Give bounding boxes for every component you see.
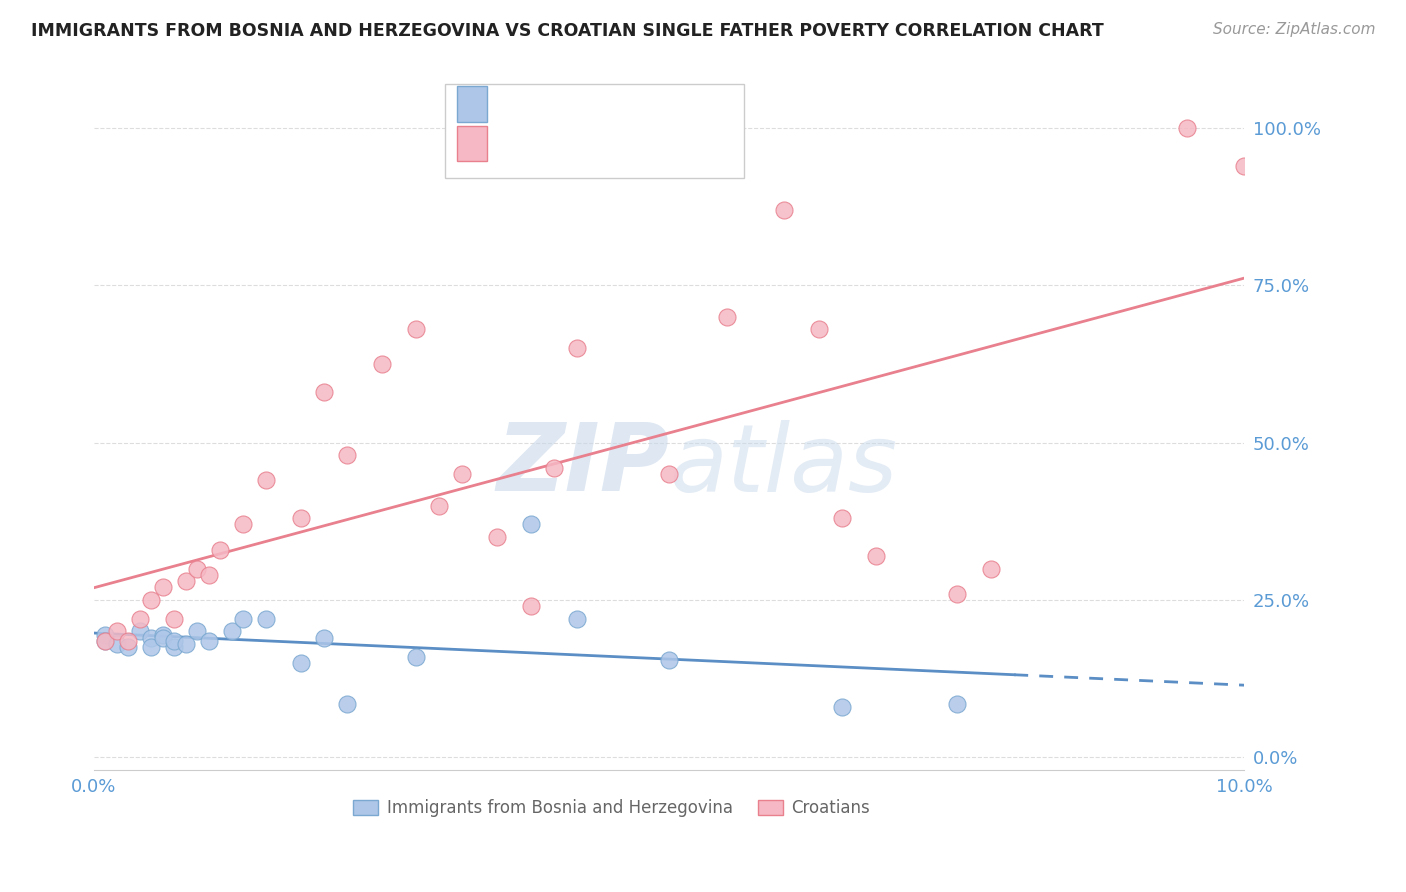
Point [370,357,392,371]
Point [117,640,139,655]
Point [256,474,278,488]
Point [807,322,830,336]
Point [565,612,588,626]
Point [141,593,163,607]
Point [198,567,221,582]
Point [485,530,508,544]
Point [152,627,174,641]
Point [198,634,221,648]
Point [658,653,681,667]
Point [94,634,117,648]
Point [336,448,359,462]
Point [543,460,565,475]
Text: IMMIGRANTS FROM BOSNIA AND HERZEGOVINA VS CROATIAN SINGLE FATHER POVERTY CORRELA: IMMIGRANTS FROM BOSNIA AND HERZEGOVINA V… [31,22,1104,40]
Point [221,624,243,639]
Text: Source: ZipAtlas.com: Source: ZipAtlas.com [1212,22,1375,37]
Point [105,637,128,651]
Point [209,542,232,557]
Point [129,612,152,626]
Point [117,634,139,648]
Point [256,612,278,626]
Point [186,624,208,639]
Point [186,561,208,575]
Point [831,700,853,714]
Point [831,511,853,525]
Point [716,310,738,324]
Point [980,561,1002,575]
Point [290,656,312,670]
Legend: Immigrants from Bosnia and Herzegovina, Croatians: Immigrants from Bosnia and Herzegovina, … [347,793,876,824]
Point [174,574,197,588]
Point [565,341,588,355]
Point [141,640,163,655]
Point [945,587,967,601]
Point [1233,159,1256,173]
Point [312,631,335,645]
Point [427,499,450,513]
Point [312,385,335,400]
Point [865,549,887,563]
Point [152,631,174,645]
Point [174,637,197,651]
Point [520,599,543,614]
Text: ZIP: ZIP [496,419,669,511]
Point [163,634,186,648]
Text: atlas: atlas [669,420,897,511]
Point [658,467,681,481]
Point [152,581,174,595]
Point [163,640,186,655]
Point [405,649,427,664]
Point [232,612,254,626]
Point [520,517,543,532]
Point [945,697,967,711]
Point [405,322,427,336]
Point [290,511,312,525]
Point [94,627,117,641]
Point [336,697,359,711]
Point [129,624,152,639]
Point [451,467,474,481]
Point [105,624,128,639]
Point [773,202,796,217]
Point [163,612,186,626]
Point [1175,120,1198,135]
Point [141,631,163,645]
Point [94,634,117,648]
Point [232,517,254,532]
